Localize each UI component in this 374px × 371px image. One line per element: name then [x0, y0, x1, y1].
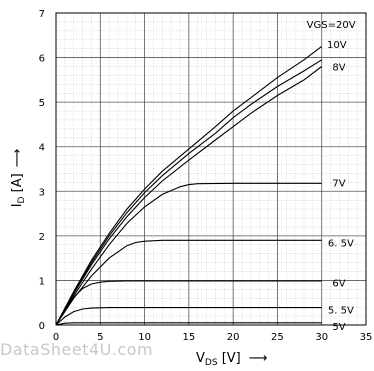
curve-label: 8V: [332, 62, 345, 73]
x-axis-arrow: ⟶: [249, 351, 268, 366]
plot-frame: [55, 12, 367, 326]
curve-label: 10V: [327, 40, 347, 51]
curve-label: 5. 5V: [328, 305, 354, 316]
watermark: DataSheet4U.com: [0, 340, 154, 359]
y-tick-label: 5: [39, 98, 45, 109]
y-tick-label: 1: [39, 276, 45, 287]
x-tick-labels: 0 5 10 15 20 25 30 35: [53, 332, 373, 343]
curve-label: VGS=20V: [307, 20, 356, 31]
major-grid: [55, 12, 367, 326]
x-tick-label: 10: [138, 332, 151, 343]
x-tick-label: 25: [271, 332, 284, 343]
series-line: [55, 322, 322, 326]
x-tick-label: 15: [182, 332, 195, 343]
x-axis-label-sub: DS: [205, 358, 218, 368]
x-tick-label: 0: [53, 332, 59, 343]
y-tick-labels: 0 1 2 3 4 5 6 7: [39, 9, 45, 332]
x-axis-label: VDS [V] ⟶: [196, 351, 267, 368]
curve-labels: VGS=20V 10V 8V 7V 6. 5V 6V 5. 5V 5V: [307, 20, 356, 333]
x-axis-label-main: V: [196, 351, 205, 366]
y-tick-label: 6: [39, 54, 45, 65]
y-axis-label: ID [A] ⟶: [10, 149, 27, 208]
x-tick-label: 5: [97, 332, 103, 343]
y-axis-label-main: I: [10, 203, 25, 207]
curve-label: 6V: [332, 279, 345, 290]
x-axis-label-unit: [V]: [218, 351, 241, 366]
curve-label: 6. 5V: [328, 239, 354, 250]
y-axis-label-unit: [A]: [10, 173, 25, 196]
series-line: [55, 182, 322, 326]
x-tick-label: 35: [360, 332, 373, 343]
x-tick-label: 30: [315, 332, 328, 343]
y-tick-label: 7: [39, 9, 45, 20]
curve-label: 5V: [332, 322, 345, 333]
y-tick-label: 2: [39, 232, 45, 243]
y-axis-arrow: ⟶: [10, 149, 25, 168]
series-line: [55, 45, 323, 326]
series-line: [55, 59, 322, 326]
series-lines: [55, 45, 323, 326]
y-axis-label-sub: D: [17, 196, 27, 203]
curve-label: 7V: [332, 178, 345, 189]
y-tick-label: 4: [39, 143, 45, 154]
series-line: [55, 307, 322, 326]
x-tick-label: 20: [227, 332, 240, 343]
series-line: [55, 239, 322, 326]
minor-grid: [56, 13, 366, 325]
series-line: [55, 66, 323, 326]
series-line: [55, 280, 322, 326]
y-tick-label: 3: [39, 187, 45, 198]
y-tick-label: 0: [39, 321, 45, 332]
